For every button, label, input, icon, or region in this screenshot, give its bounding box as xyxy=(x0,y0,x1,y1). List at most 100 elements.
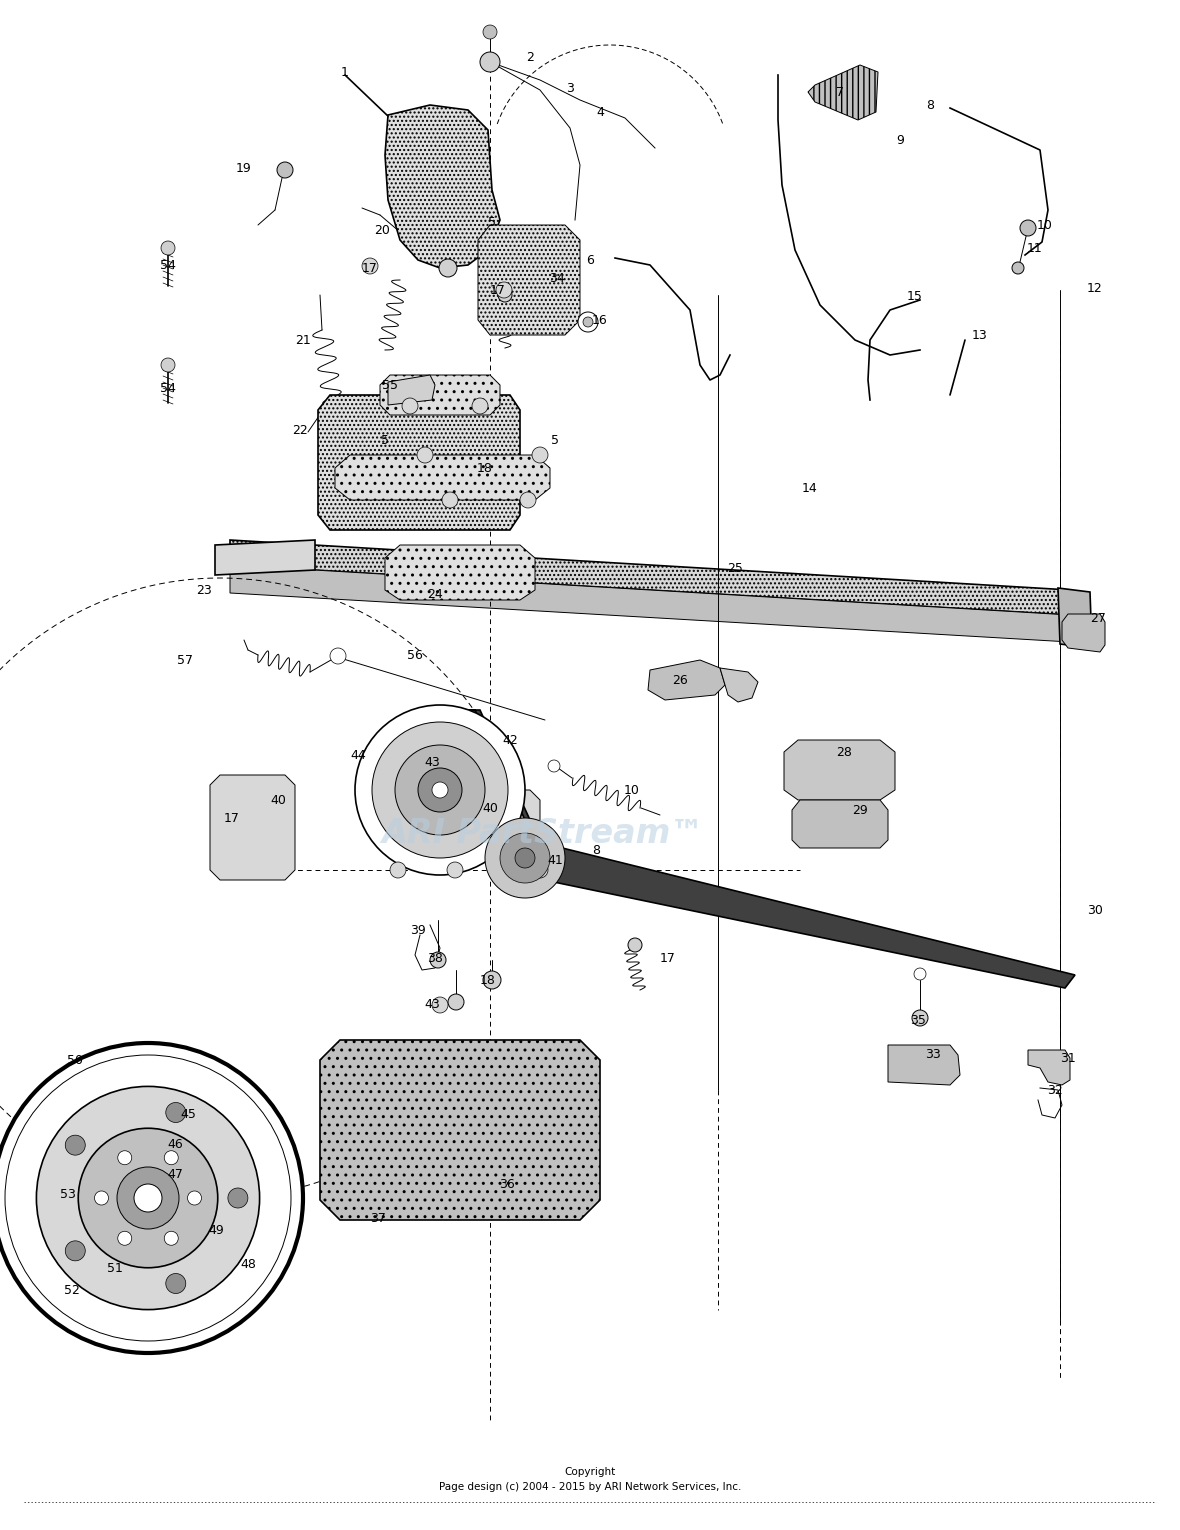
Text: 45: 45 xyxy=(181,1109,196,1121)
Circle shape xyxy=(37,1086,260,1310)
Text: 35: 35 xyxy=(910,1013,926,1027)
Text: 49: 49 xyxy=(208,1224,224,1236)
Text: 54: 54 xyxy=(160,259,176,271)
Polygon shape xyxy=(230,565,1070,643)
Text: 24: 24 xyxy=(427,588,442,600)
Text: 11: 11 xyxy=(1027,242,1043,254)
Circle shape xyxy=(498,288,512,301)
Text: 5: 5 xyxy=(551,433,559,447)
Text: 31: 31 xyxy=(1060,1051,1076,1065)
Circle shape xyxy=(432,998,448,1013)
Text: ARI PartStream™: ARI PartStream™ xyxy=(381,817,704,851)
Circle shape xyxy=(578,312,598,332)
Text: 2: 2 xyxy=(526,50,533,64)
Circle shape xyxy=(480,52,500,72)
Circle shape xyxy=(165,1273,185,1293)
Circle shape xyxy=(439,259,457,277)
Text: 46: 46 xyxy=(168,1138,183,1152)
Text: 41: 41 xyxy=(548,854,563,866)
Circle shape xyxy=(135,1184,162,1212)
Text: 13: 13 xyxy=(972,329,988,341)
Text: 23: 23 xyxy=(196,583,212,597)
Text: 10: 10 xyxy=(1037,219,1053,231)
Circle shape xyxy=(448,994,464,1010)
Circle shape xyxy=(395,745,485,835)
Polygon shape xyxy=(1058,588,1092,649)
Polygon shape xyxy=(335,454,550,500)
Polygon shape xyxy=(215,540,315,575)
Text: 3: 3 xyxy=(566,81,573,95)
Text: 12: 12 xyxy=(1087,282,1103,294)
Circle shape xyxy=(1012,262,1024,274)
Polygon shape xyxy=(440,710,1075,988)
Text: 33: 33 xyxy=(925,1048,940,1062)
Circle shape xyxy=(912,1010,927,1027)
Circle shape xyxy=(65,1135,85,1155)
Text: 51: 51 xyxy=(107,1262,123,1274)
Text: 28: 28 xyxy=(837,745,852,759)
Text: 17: 17 xyxy=(490,283,506,297)
Circle shape xyxy=(94,1190,109,1206)
Circle shape xyxy=(496,282,512,298)
Polygon shape xyxy=(470,789,540,848)
Text: 48: 48 xyxy=(240,1259,256,1271)
Text: Page design (c) 2004 - 2015 by ARI Network Services, Inc.: Page design (c) 2004 - 2015 by ARI Netwo… xyxy=(439,1483,741,1492)
Polygon shape xyxy=(889,1045,961,1085)
Text: 37: 37 xyxy=(371,1212,386,1224)
Text: 17: 17 xyxy=(660,952,676,964)
Circle shape xyxy=(117,1167,179,1229)
Text: 26: 26 xyxy=(673,673,688,687)
Polygon shape xyxy=(784,741,894,800)
Circle shape xyxy=(1020,220,1036,236)
Circle shape xyxy=(164,1232,178,1245)
Text: 38: 38 xyxy=(427,952,442,964)
Polygon shape xyxy=(648,659,725,701)
Text: 17: 17 xyxy=(224,811,240,825)
Text: 29: 29 xyxy=(852,803,867,817)
Text: 44: 44 xyxy=(350,748,366,762)
Text: 1: 1 xyxy=(341,66,349,78)
Polygon shape xyxy=(380,375,500,415)
Text: 16: 16 xyxy=(592,314,608,326)
Circle shape xyxy=(362,259,378,274)
Circle shape xyxy=(78,1128,218,1268)
Circle shape xyxy=(160,358,175,372)
Text: 34: 34 xyxy=(549,271,565,285)
Circle shape xyxy=(485,819,565,898)
Circle shape xyxy=(520,493,536,508)
Circle shape xyxy=(0,1043,303,1353)
Text: 30: 30 xyxy=(1087,904,1103,916)
Text: 55: 55 xyxy=(382,378,398,392)
Text: 17: 17 xyxy=(362,262,378,274)
Text: 42: 42 xyxy=(503,733,518,747)
Text: 4: 4 xyxy=(596,106,604,118)
Circle shape xyxy=(277,162,293,177)
Text: 27: 27 xyxy=(1090,612,1106,624)
Text: 6: 6 xyxy=(586,254,594,266)
Circle shape xyxy=(442,493,458,508)
Circle shape xyxy=(432,782,448,799)
Circle shape xyxy=(118,1151,132,1164)
Circle shape xyxy=(355,705,525,875)
Circle shape xyxy=(402,398,418,415)
Text: 8: 8 xyxy=(592,843,599,857)
Circle shape xyxy=(628,938,642,952)
Text: 5: 5 xyxy=(381,433,389,447)
Circle shape xyxy=(330,649,346,664)
Text: 14: 14 xyxy=(802,482,818,494)
Text: 36: 36 xyxy=(499,1178,514,1192)
Polygon shape xyxy=(388,375,435,405)
Text: 19: 19 xyxy=(236,162,251,174)
Polygon shape xyxy=(385,106,500,268)
Polygon shape xyxy=(478,225,581,335)
Circle shape xyxy=(118,1232,132,1245)
Circle shape xyxy=(483,24,497,38)
Text: 10: 10 xyxy=(624,783,640,797)
Circle shape xyxy=(228,1187,248,1209)
Text: Copyright: Copyright xyxy=(564,1467,616,1476)
Text: 47: 47 xyxy=(168,1169,183,1181)
Text: 7: 7 xyxy=(835,86,844,98)
Text: 43: 43 xyxy=(424,756,440,768)
Text: 18: 18 xyxy=(480,973,496,987)
Text: 8: 8 xyxy=(926,98,935,112)
